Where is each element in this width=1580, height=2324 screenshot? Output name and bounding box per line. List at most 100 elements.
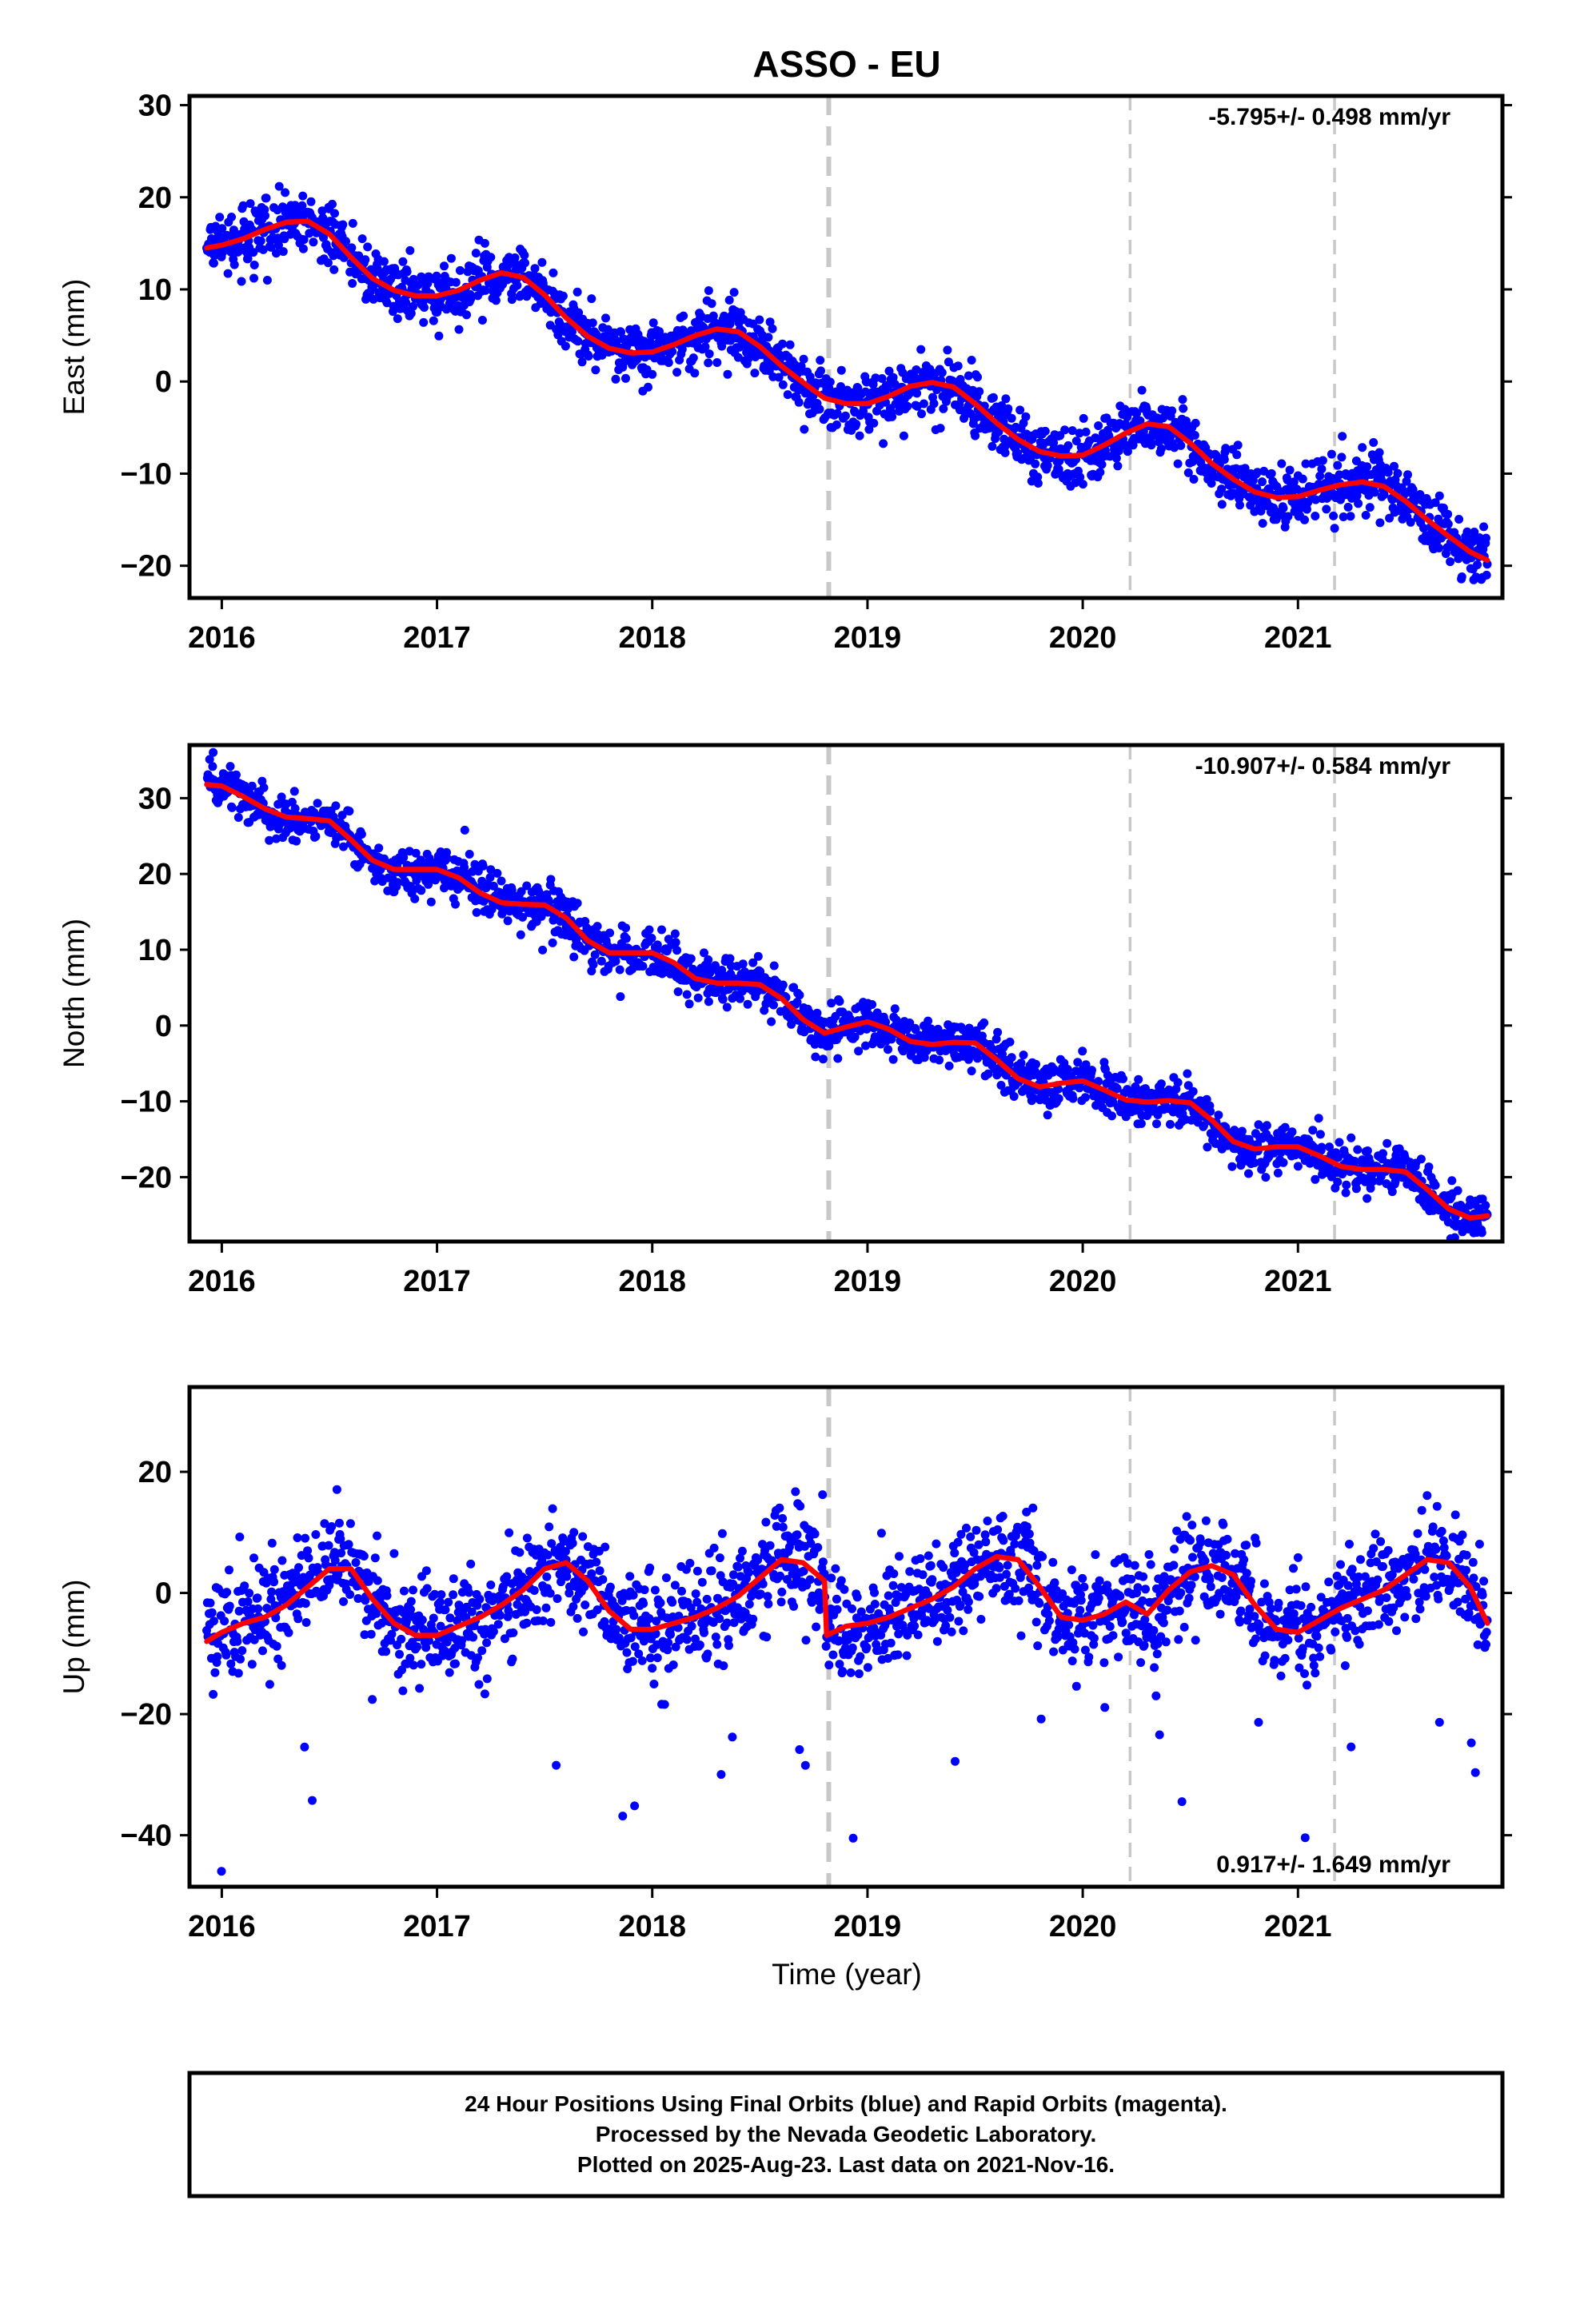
east-data-point bbox=[419, 318, 428, 327]
north-data-point bbox=[497, 877, 506, 886]
up-data-point bbox=[793, 1530, 802, 1539]
north-data-point bbox=[593, 922, 602, 931]
up-data-point bbox=[213, 1652, 221, 1661]
north-y-tick-label: 30 bbox=[138, 782, 172, 815]
north-data-point bbox=[833, 1054, 842, 1063]
up-data-point bbox=[225, 1565, 233, 1574]
up-data-point bbox=[811, 1529, 820, 1538]
north-data-point bbox=[1055, 1094, 1063, 1103]
east-data-point bbox=[1329, 512, 1338, 520]
up-data-point bbox=[824, 1660, 833, 1669]
up-data-point bbox=[639, 1599, 648, 1608]
east-data-point bbox=[971, 432, 980, 440]
north-data-point bbox=[493, 869, 501, 878]
up-data-point bbox=[894, 1650, 903, 1659]
north-data-point bbox=[891, 1004, 900, 1013]
north-data-point bbox=[811, 1053, 820, 1062]
north-data-point bbox=[1316, 1130, 1325, 1138]
east-data-point bbox=[1079, 414, 1088, 423]
east-data-point bbox=[257, 237, 265, 245]
north-data-point bbox=[1134, 1075, 1143, 1084]
up-data-point bbox=[371, 1553, 380, 1562]
up-data-point bbox=[549, 1505, 557, 1513]
east-data-point bbox=[888, 413, 896, 421]
up-data-point bbox=[407, 1597, 416, 1606]
east-data-point bbox=[988, 442, 996, 451]
up-data-point bbox=[685, 1559, 694, 1568]
up-data-point bbox=[398, 1687, 407, 1696]
east-data-point bbox=[900, 432, 908, 440]
north-data-point bbox=[1447, 1176, 1456, 1185]
up-data-point bbox=[696, 1640, 704, 1649]
north-data-point bbox=[968, 1066, 976, 1075]
up-data-point bbox=[623, 1648, 632, 1657]
east-data-point bbox=[784, 390, 792, 399]
north-data-point bbox=[704, 955, 712, 964]
east-data-point bbox=[943, 345, 952, 354]
east-data-point bbox=[1094, 421, 1103, 430]
east-data-point bbox=[800, 355, 808, 364]
east-data-point bbox=[513, 281, 521, 290]
east-data-point bbox=[456, 266, 465, 275]
north-data-point bbox=[1261, 1173, 1270, 1182]
north-data-point bbox=[1333, 1178, 1342, 1186]
up-data-point bbox=[413, 1642, 421, 1651]
north-data-point bbox=[694, 994, 703, 1003]
up-data-point bbox=[333, 1485, 341, 1494]
north-data-point bbox=[1043, 1110, 1052, 1119]
east-data-point bbox=[398, 257, 407, 266]
east-x-tick-label: 2020 bbox=[1049, 621, 1117, 655]
east-data-point bbox=[227, 213, 236, 221]
up-data-point bbox=[373, 1532, 381, 1541]
east-data-point bbox=[262, 193, 271, 202]
up-data-point bbox=[704, 1649, 712, 1658]
up-data-point bbox=[466, 1560, 475, 1569]
east-data-point bbox=[1458, 572, 1466, 581]
east-data-point bbox=[1286, 466, 1295, 475]
up-data-point bbox=[249, 1553, 258, 1562]
east-data-point bbox=[279, 247, 288, 256]
east-data-point bbox=[768, 325, 777, 333]
north-data-point bbox=[1010, 1092, 1019, 1101]
east-data-point bbox=[936, 424, 945, 433]
north-data-point bbox=[868, 1000, 876, 1009]
east-data-point bbox=[968, 356, 976, 365]
north-data-point bbox=[648, 934, 656, 943]
east-data-point bbox=[755, 316, 764, 325]
up-data-point bbox=[418, 1616, 427, 1624]
north-data-point bbox=[605, 929, 614, 938]
north-data-point bbox=[622, 935, 631, 943]
up-data-point bbox=[660, 1700, 669, 1709]
east-x-tick-label: 2021 bbox=[1264, 621, 1332, 655]
north-data-point bbox=[1379, 1149, 1387, 1158]
up-data-point bbox=[325, 1541, 333, 1550]
up-data-point bbox=[849, 1834, 858, 1843]
up-data-point bbox=[553, 1594, 562, 1603]
east-data-point bbox=[363, 242, 372, 251]
north-data-point bbox=[657, 926, 666, 935]
up-data-point bbox=[764, 1600, 772, 1608]
east-data-point bbox=[587, 294, 596, 303]
north-data-point bbox=[726, 955, 735, 963]
east-x-tick-label: 2018 bbox=[618, 621, 686, 655]
up-data-point bbox=[475, 1680, 484, 1689]
up-data-point bbox=[268, 1539, 277, 1548]
up-data-point bbox=[248, 1660, 257, 1668]
north-x-tick-label: 2017 bbox=[403, 1265, 471, 1298]
north-data-point bbox=[1342, 1189, 1351, 1198]
north-data-point bbox=[1363, 1146, 1372, 1155]
north-data-point bbox=[538, 946, 547, 955]
north-data-point bbox=[645, 926, 654, 935]
north-data-point bbox=[331, 801, 340, 810]
north-data-point bbox=[1119, 1074, 1127, 1083]
east-data-point bbox=[481, 239, 489, 248]
east-x-tick-label: 2016 bbox=[188, 621, 256, 655]
east-data-point bbox=[1082, 428, 1091, 436]
east-data-point bbox=[1176, 441, 1185, 450]
east-data-point bbox=[559, 292, 568, 301]
east-data-point bbox=[299, 245, 308, 253]
north-data-point bbox=[638, 962, 647, 971]
north-data-point bbox=[1157, 1079, 1166, 1088]
